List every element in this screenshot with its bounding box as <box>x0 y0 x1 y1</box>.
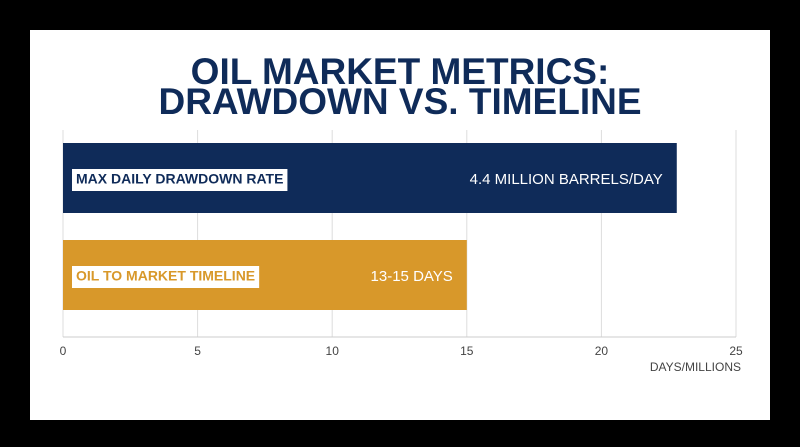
category-label-box <box>72 169 288 191</box>
chart-title: DRAWDOWN VS. TIMELINE <box>158 81 641 122</box>
bar-annotation: 13-15 DAYS <box>371 268 453 285</box>
category-label: MAX DAILY DRAWDOWN RATE <box>76 171 283 187</box>
chart-title: OIL MARKET METRICS: <box>191 51 610 92</box>
x-tick-label: 10 <box>326 344 340 358</box>
category-label-box <box>72 266 260 288</box>
x-tick-label: 5 <box>194 344 201 358</box>
panel <box>30 30 770 420</box>
x-axis-label: DAYS/MILLIONS <box>650 360 741 374</box>
category-label: OIL TO MARKET TIMELINE <box>76 268 255 284</box>
x-tick-label: 20 <box>595 344 609 358</box>
x-tick-label: 15 <box>460 344 474 358</box>
x-tick-label: 25 <box>729 344 743 358</box>
x-tick-label: 0 <box>60 344 67 358</box>
bar-annotation: 4.4 MILLION BARRELS/DAY <box>470 171 663 188</box>
